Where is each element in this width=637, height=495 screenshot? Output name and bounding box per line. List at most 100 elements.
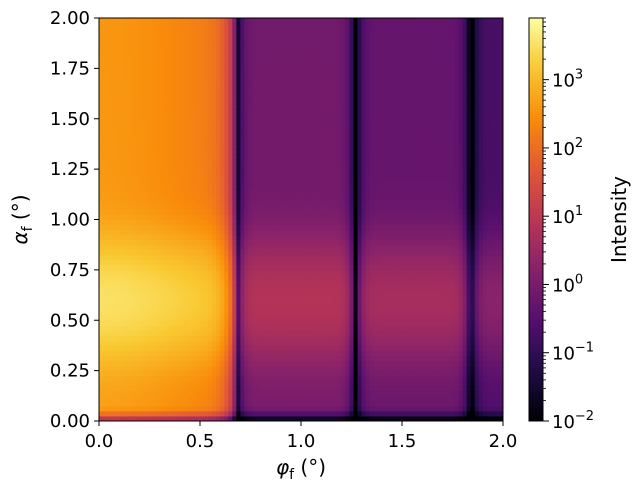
heatmap-cell	[252, 350, 258, 357]
heatmap-cell	[252, 315, 258, 321]
heatmap-cell	[236, 340, 241, 346]
heatmap-cell	[280, 169, 286, 175]
heatmap-cell	[288, 108, 294, 115]
heatmap-cell	[272, 199, 278, 205]
heatmap-cell	[139, 264, 144, 271]
heatmap-cell	[272, 179, 278, 185]
heatmap-cell	[329, 138, 334, 145]
heatmap-cell	[268, 179, 274, 185]
heatmap-cell	[240, 229, 245, 236]
heatmap-cell	[284, 123, 290, 130]
heatmap-cell	[288, 123, 294, 130]
heatmap-cell	[244, 360, 249, 367]
heatmap-cell	[143, 108, 148, 115]
heatmap-cell	[103, 375, 108, 382]
heatmap-cell	[345, 335, 350, 341]
heatmap-cell	[292, 108, 298, 115]
heatmap-cell	[220, 18, 225, 24]
heatmap-cell	[296, 204, 302, 210]
heatmap-cell	[127, 239, 132, 246]
heatmap-cell	[107, 264, 112, 271]
heatmap-cell	[341, 395, 346, 402]
heatmap-cell	[280, 199, 286, 205]
heatmap-cell	[252, 78, 258, 84]
heatmap-cell	[151, 98, 157, 105]
heatmap-cell	[272, 229, 278, 236]
heatmap-cell	[345, 88, 350, 95]
heatmap-cell	[139, 154, 144, 160]
heatmap-cell	[244, 154, 249, 160]
heatmap-cell	[305, 143, 310, 150]
heatmap-cell	[280, 259, 286, 266]
heatmap-cell	[325, 53, 330, 59]
heatmap-cell	[143, 204, 148, 210]
heatmap-cell	[179, 234, 185, 241]
heatmap-cell	[155, 350, 161, 357]
heatmap-cell	[244, 315, 249, 321]
heatmap-cell	[276, 88, 282, 95]
heatmap-cell	[333, 138, 338, 145]
heatmap-cell	[288, 249, 294, 256]
heatmap-cell	[155, 123, 161, 130]
heatmap-cell	[317, 164, 322, 170]
heatmap-cell	[159, 148, 165, 155]
heatmap-cell	[341, 143, 346, 150]
heatmap-cell	[345, 325, 350, 331]
heatmap-cell	[123, 259, 128, 266]
heatmap-cell	[179, 264, 185, 271]
heatmap-cell	[317, 229, 322, 236]
heatmap-cell	[183, 164, 189, 170]
heatmap-cell	[143, 194, 148, 200]
heatmap-cell	[341, 244, 346, 251]
heatmap-cell	[171, 58, 177, 64]
heatmap-cell	[119, 395, 124, 402]
heatmap-cell	[292, 385, 298, 392]
heatmap-cell	[288, 204, 294, 210]
heatmap-cell	[280, 98, 286, 105]
heatmap-cell	[127, 199, 132, 205]
heatmap-cell	[195, 184, 201, 190]
heatmap-cell	[240, 330, 245, 336]
heatmap-cell	[220, 279, 225, 286]
heatmap-cell	[333, 164, 338, 170]
heatmap-cell	[333, 340, 338, 346]
heatmap-cell	[139, 214, 144, 220]
heatmap-cell	[325, 385, 330, 392]
heatmap-cell	[123, 38, 128, 44]
heatmap-cell	[195, 284, 201, 291]
heatmap-cell	[167, 53, 173, 59]
heatmap-cell	[232, 184, 237, 190]
heatmap-cell	[288, 300, 294, 306]
heatmap-cell	[103, 269, 108, 276]
heatmap-cell	[341, 33, 346, 39]
heatmap-cell	[305, 410, 310, 417]
heatmap-cell	[167, 214, 173, 220]
heatmap-cell	[155, 390, 161, 397]
heatmap-cell	[329, 68, 334, 74]
heatmap-cell	[284, 154, 290, 160]
heatmap-cell	[276, 295, 282, 301]
heatmap-cell	[317, 355, 322, 362]
heatmap-cell	[296, 315, 302, 321]
heatmap-cell	[167, 219, 173, 226]
heatmap-cell	[256, 209, 262, 215]
heatmap-cell	[252, 33, 258, 39]
heatmap-cell	[107, 88, 112, 95]
heatmap-cell	[135, 335, 140, 341]
heatmap-cell	[232, 214, 237, 220]
heatmap-cell	[127, 320, 132, 326]
heatmap-cell	[175, 33, 181, 39]
heatmap-cell	[159, 63, 165, 69]
heatmap-cell	[167, 350, 173, 357]
heatmap-cell	[115, 300, 120, 306]
heatmap-cell	[167, 305, 173, 311]
heatmap-cell	[280, 184, 286, 190]
heatmap-cell	[329, 300, 334, 306]
heatmap-cell	[333, 274, 338, 281]
heatmap-cell	[268, 330, 274, 336]
heatmap-cell	[99, 184, 104, 190]
heatmap-cell	[313, 138, 318, 145]
heatmap-cell	[284, 239, 290, 246]
heatmap-cell	[244, 239, 249, 246]
heatmap-cell	[248, 169, 254, 175]
